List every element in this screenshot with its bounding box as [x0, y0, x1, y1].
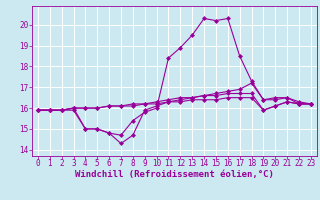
X-axis label: Windchill (Refroidissement éolien,°C): Windchill (Refroidissement éolien,°C) [75, 170, 274, 179]
